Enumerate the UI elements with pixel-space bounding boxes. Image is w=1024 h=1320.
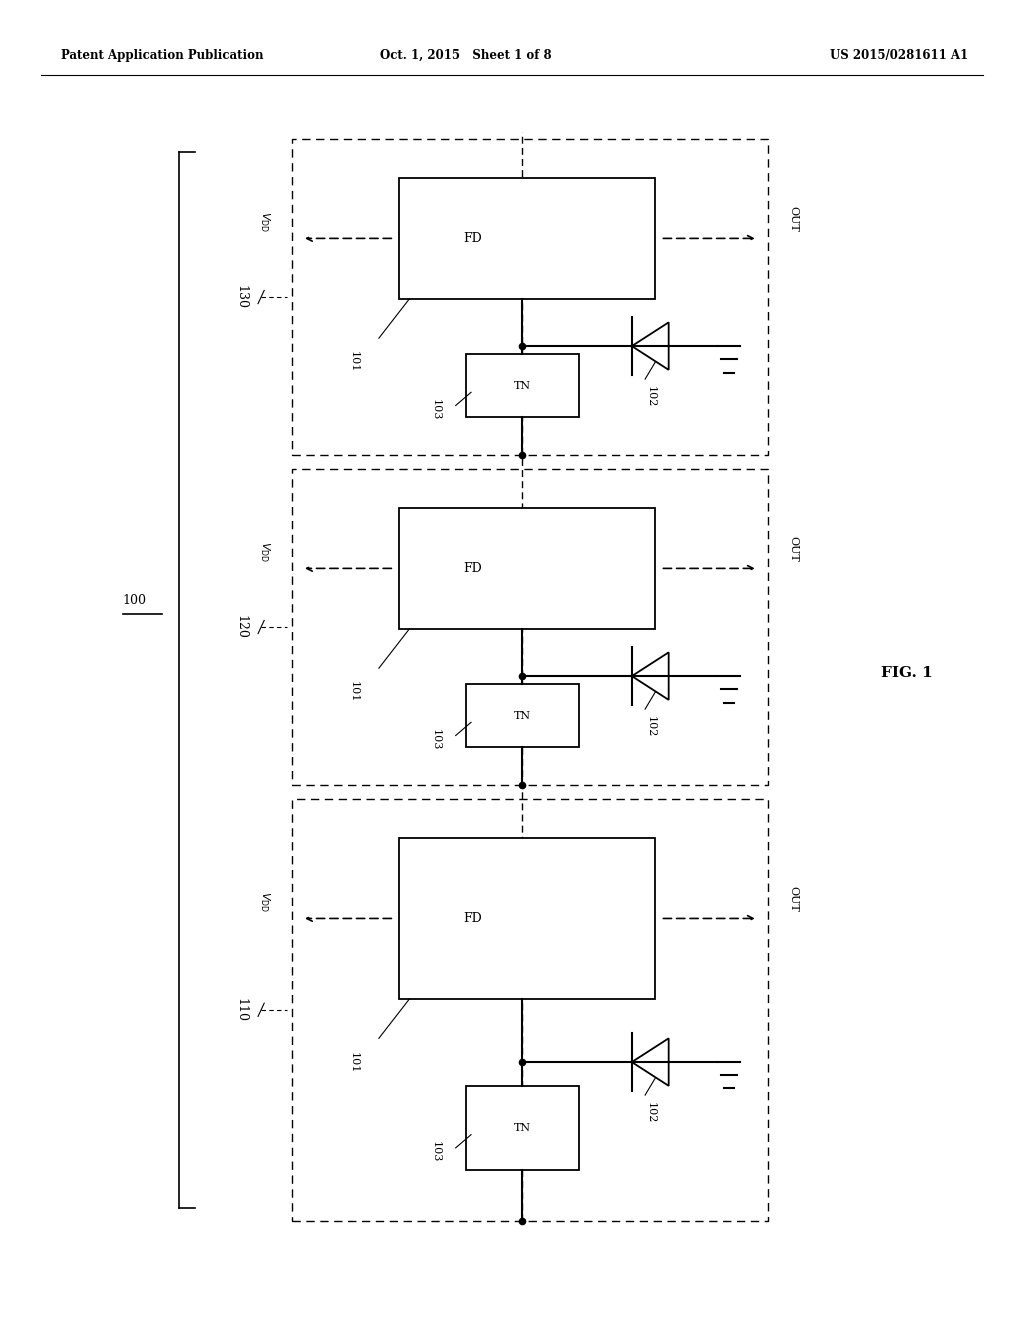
Bar [399, 838, 655, 999]
Text: FIG. 1: FIG. 1 [881, 667, 933, 680]
Text: 130: 130 [234, 285, 247, 309]
Text: 103: 103 [430, 399, 440, 420]
Text: 101: 101 [348, 351, 358, 372]
Text: OUT: OUT [788, 536, 799, 562]
Text: $V_{\mathrm{DD}}$: $V_{\mathrm{DD}}$ [258, 541, 271, 562]
Text: Oct. 1, 2015   Sheet 1 of 8: Oct. 1, 2015 Sheet 1 of 8 [380, 49, 552, 62]
Text: 103: 103 [430, 1142, 440, 1163]
Bar [399, 178, 655, 298]
Text: 120: 120 [234, 615, 247, 639]
Text: 110: 110 [234, 998, 247, 1022]
Bar [292, 799, 768, 1221]
Text: $V_{\mathrm{DD}}$: $V_{\mathrm{DD}}$ [258, 891, 271, 912]
Text: Patent Application Publication: Patent Application Publication [61, 49, 264, 62]
Text: FD: FD [464, 912, 482, 925]
Bar [399, 508, 655, 628]
Text: OUT: OUT [788, 206, 799, 232]
Text: 100: 100 [123, 594, 146, 607]
Text: US 2015/0281611 A1: US 2015/0281611 A1 [829, 49, 968, 62]
Text: 103: 103 [430, 729, 440, 750]
Text: 102: 102 [645, 385, 655, 407]
Polygon shape [632, 322, 669, 370]
Text: 101: 101 [348, 1052, 358, 1073]
Text: 102: 102 [645, 1102, 655, 1123]
Bar [466, 1086, 579, 1171]
Text: 102: 102 [645, 715, 655, 737]
Bar [466, 684, 579, 747]
Bar [292, 469, 768, 785]
Polygon shape [632, 1039, 669, 1086]
Text: OUT: OUT [788, 886, 799, 912]
Text: TN: TN [514, 710, 530, 721]
Text: TN: TN [514, 380, 530, 391]
Bar [466, 354, 579, 417]
Bar [292, 139, 768, 455]
Text: FD: FD [464, 232, 482, 246]
Text: $V_{\mathrm{DD}}$: $V_{\mathrm{DD}}$ [258, 211, 271, 232]
Polygon shape [632, 652, 669, 700]
Text: 101: 101 [348, 681, 358, 702]
Text: FD: FD [464, 562, 482, 576]
Text: TN: TN [514, 1123, 530, 1133]
